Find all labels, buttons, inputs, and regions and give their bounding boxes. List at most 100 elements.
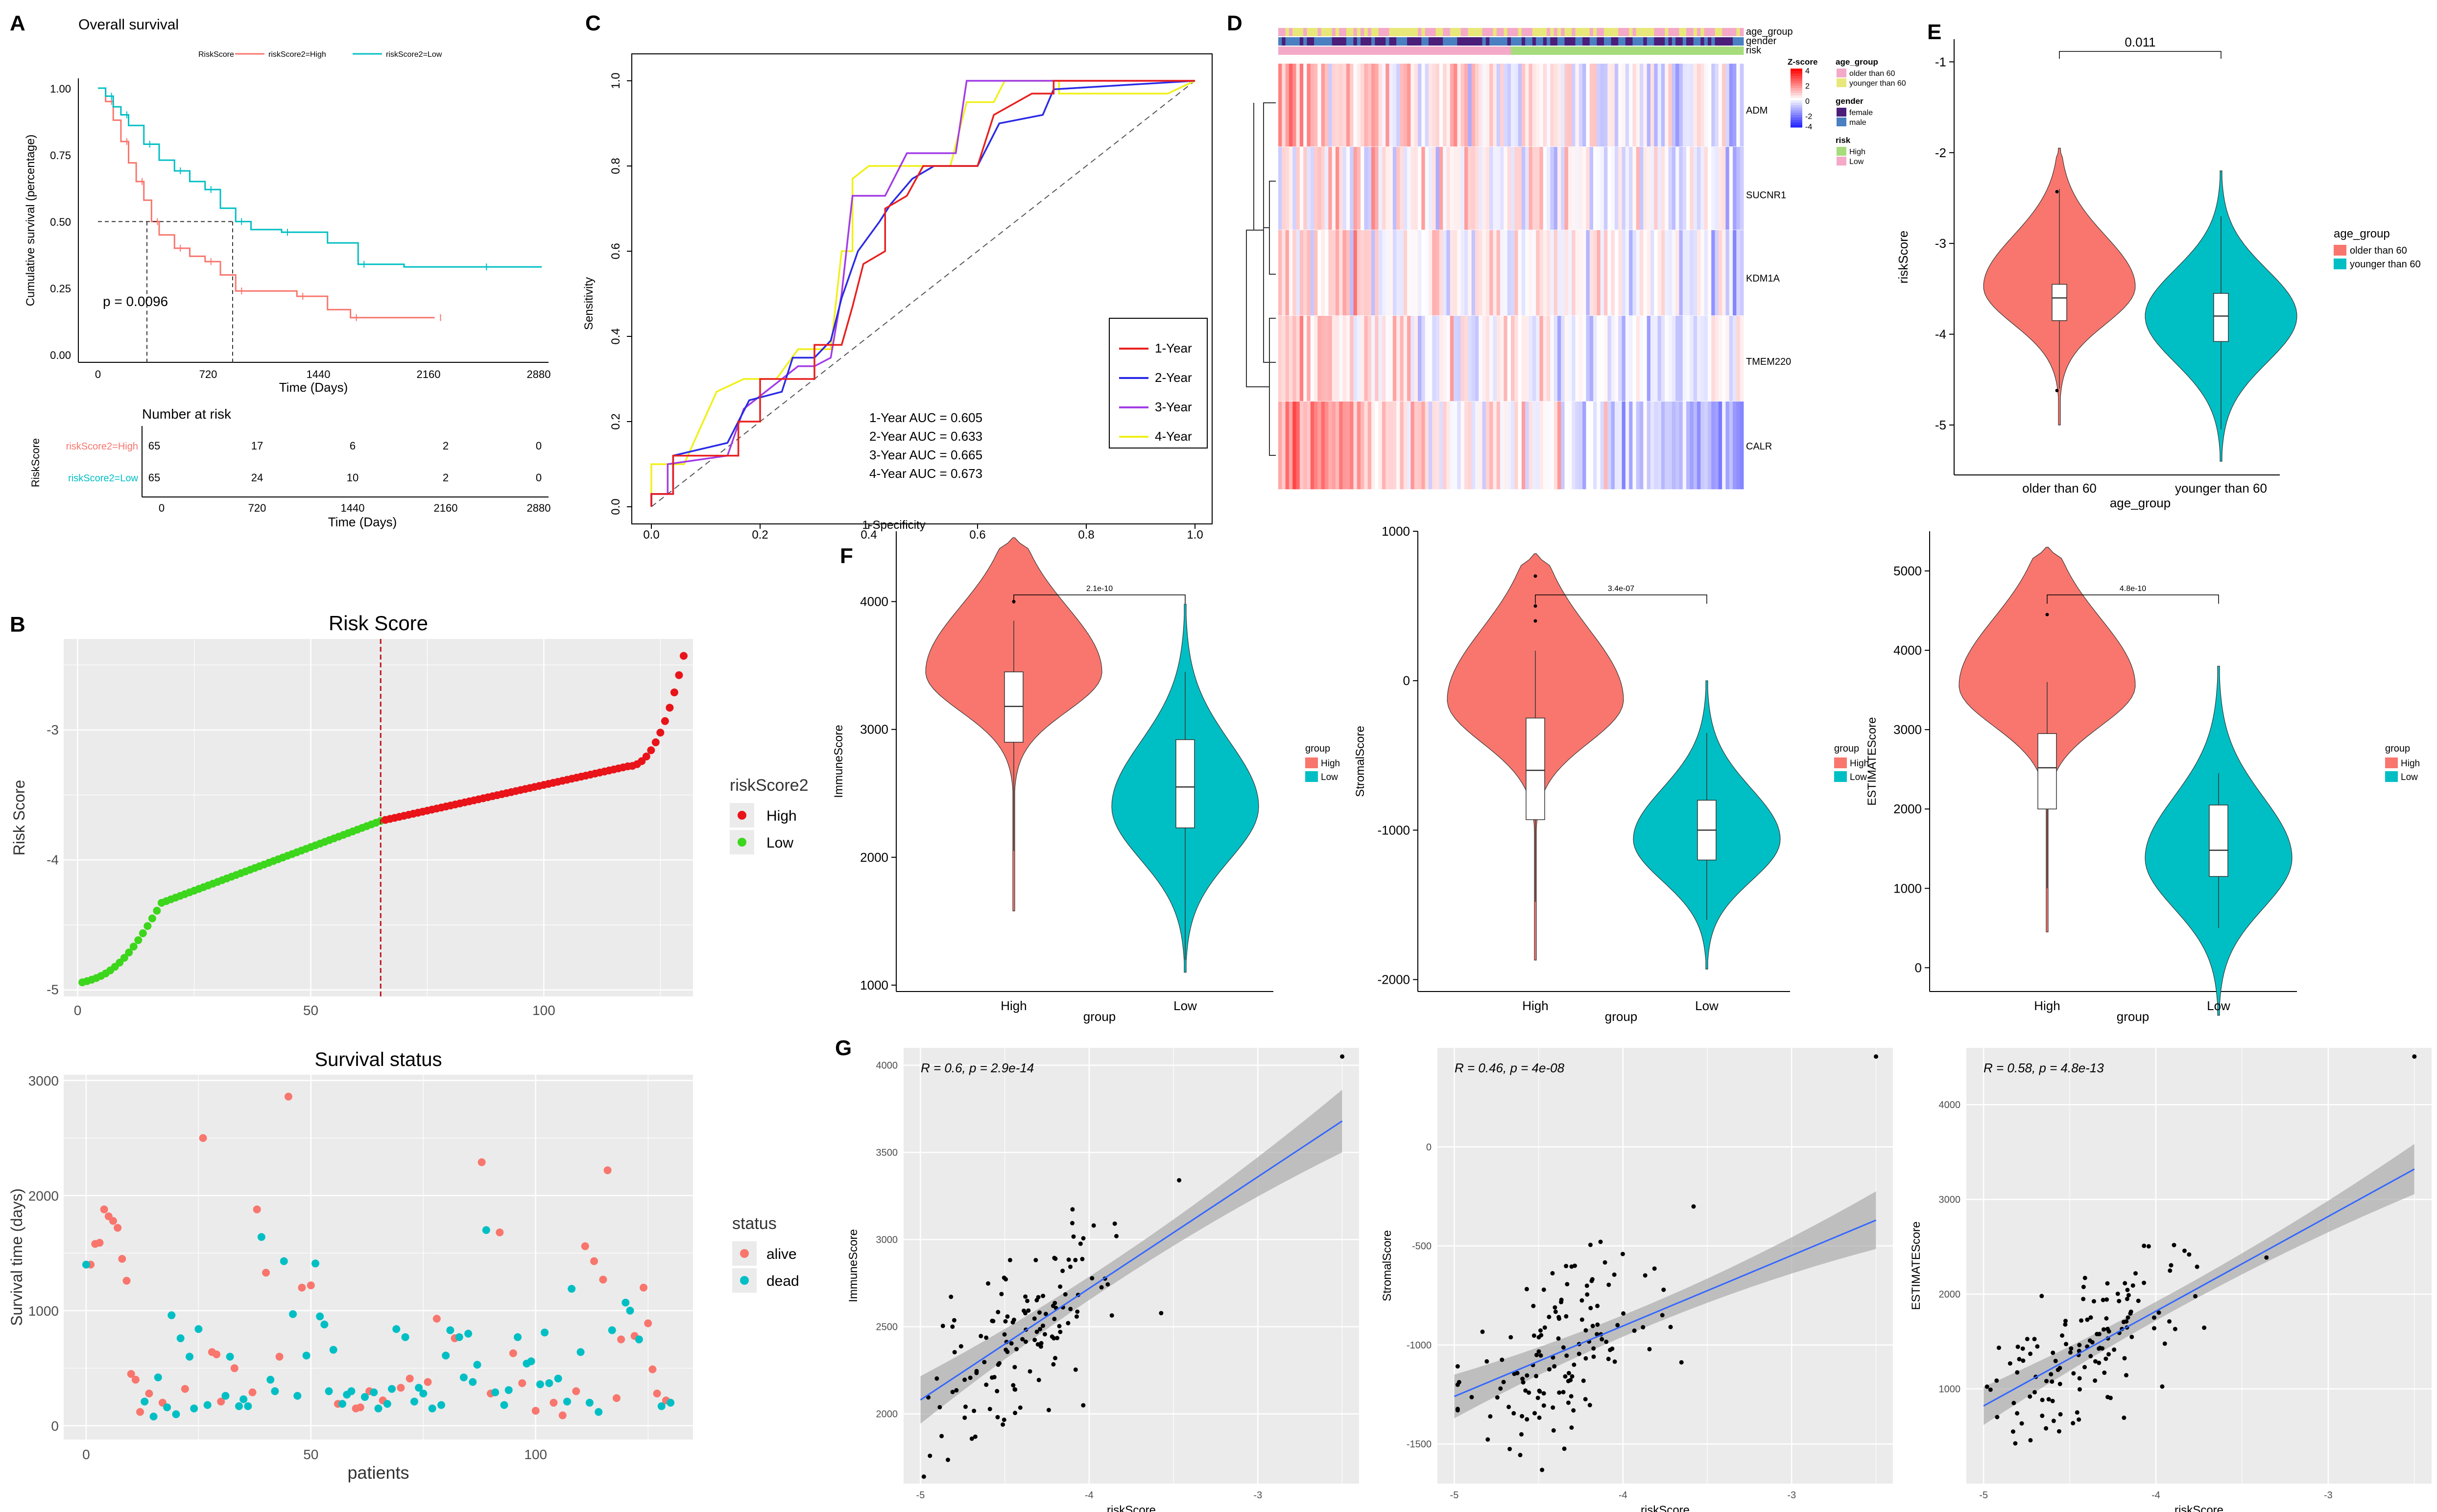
heatmap-cell [1496,402,1501,490]
heatmap-cell [1428,147,1433,230]
g-point [1020,1337,1025,1342]
heatmap-cell [1367,230,1372,316]
heatmap-cell [1675,230,1679,316]
heatmap-cell [1636,402,1640,490]
e-ytick: -3 [1935,236,1946,251]
heatmap-cell [1346,230,1350,316]
status-point-dead [154,1373,162,1382]
annot-cell-age [1307,28,1311,36]
annot-cell-age [1314,28,1318,36]
heatmap-cell [1403,402,1408,490]
annot-cell-age [1435,28,1440,36]
heatmap-cell [1547,64,1551,147]
zscore-colorbar-step [1791,105,1802,108]
risk-point [647,746,655,755]
annot-cell-risk [1414,47,1418,55]
heatmap-cell [1529,316,1533,402]
g-point [1066,1321,1071,1325]
g-point [973,1434,978,1439]
f-signif-bracket [1013,594,1186,604]
f-legend-swatch-low [1305,771,1318,782]
g-point [1159,1311,1164,1316]
annot-cell-gender [1740,37,1744,46]
heatmap-cell [1361,230,1364,316]
status-ytick: 2000 [28,1188,59,1204]
g-point [2133,1271,2138,1276]
heatmap-cell [1525,230,1529,316]
heatmap-cell [1707,147,1712,230]
heatmap-cell [1693,402,1697,490]
heatmap-cell [1704,402,1708,490]
annot-cell-gender [1543,37,1547,46]
heatmap-cell [1578,402,1583,490]
heatmap-cell [1661,316,1665,402]
heatmap-cell [1421,402,1426,490]
e-signif-bracket [2059,51,2222,59]
heatmap-cell [1733,402,1737,490]
annot-cell-age [1568,28,1572,36]
heatmap-cell [1622,402,1626,490]
g-point [2007,1361,2012,1366]
annot-cell-age [1729,28,1733,36]
heatmap-cell [1457,316,1461,402]
status-point-dead [455,1333,463,1341]
g-point [2011,1400,2016,1405]
heatmap-cell [1511,230,1515,316]
g-point [1001,1422,1005,1427]
heatmap-cell [1547,147,1551,230]
g-point [934,1376,939,1381]
heatmap-cell [1657,316,1662,402]
g-point [1043,1312,1048,1317]
annot-cell-gender [1582,37,1586,46]
status-point-dead [491,1388,500,1396]
heatmap-cell [1321,230,1325,316]
heatmap-cell [1407,316,1411,402]
status-point-alive [122,1276,131,1285]
km-legend-high: riskScore2=High [268,50,326,59]
heatmap-cell [1736,230,1741,316]
status-point-dead [415,1384,423,1392]
status-point-alive [199,1134,207,1142]
roc-xtick: 0.2 [752,528,768,542]
annot-cell-gender [1428,37,1433,46]
zscore-colorbar-step [1791,86,1802,89]
heatmap-cell [1357,402,1361,490]
annot-cell-risk [1464,47,1468,55]
status-point-dead [293,1392,302,1400]
heatmap-cell [1718,230,1722,316]
annot-cell-risk [1697,47,1701,55]
g-point [1520,1376,1525,1381]
annot-cell-age [1654,28,1658,36]
annot-cell-risk [1675,47,1679,55]
heatmap-cell [1729,316,1733,402]
heatmap-cell [1500,316,1504,402]
status-point-alive [114,1224,122,1232]
zscore-colorbar-step [1791,113,1802,116]
heatmap-cell [1640,316,1644,402]
g-point [2085,1317,2090,1322]
heatmap-cell [1454,147,1457,230]
heatmap-cell [1532,64,1536,147]
km-ytick: 0.25 [50,283,71,295]
heatmap-cell [1292,64,1297,147]
g-point [1035,1342,1040,1347]
heatmap-cell [1375,316,1379,402]
f-legend-high: High [1321,758,1340,769]
f-signif-bracket [2047,594,2219,604]
f-box-low-box [2209,804,2228,877]
annot-cell-risk [1618,47,1623,55]
annot-cell-risk [1733,47,1737,55]
heatmap-cell [1321,64,1325,147]
status-point-dead [302,1351,311,1360]
heatmap-cell [1328,64,1333,147]
heatmap-cell [1435,402,1440,490]
heatmap-cell [1439,402,1443,490]
heatmap-cell [1414,64,1418,147]
status-point-alive [100,1205,108,1213]
risk-point [134,936,143,945]
heatmap-cell [1600,64,1604,147]
heatmap-cell [1572,64,1576,147]
annot-cell-age [1614,28,1619,36]
roc-xtick: 0.0 [643,528,659,542]
